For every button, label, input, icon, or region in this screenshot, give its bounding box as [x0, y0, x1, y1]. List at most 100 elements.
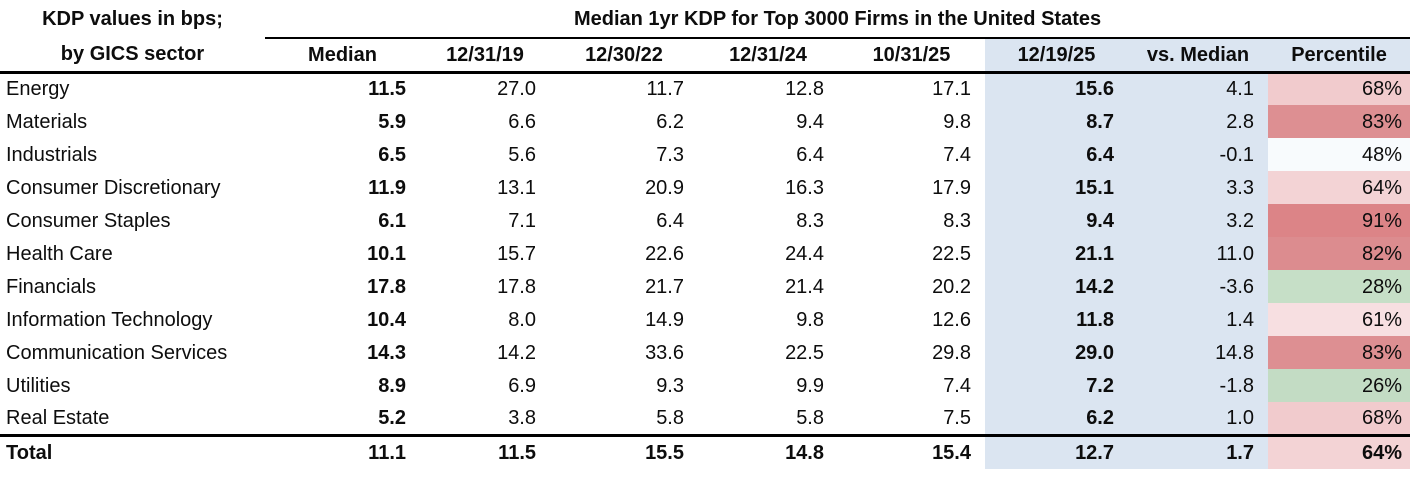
table-row-materials: Materials 5.9 6.6 6.2 9.4 9.8 8.7 2.8 83… — [0, 105, 1411, 138]
corner-label-line2: by GICS sector — [0, 38, 265, 74]
cell-vs-median: -1.8 — [1128, 369, 1268, 402]
cell-median: 14.3 — [367, 341, 406, 364]
col-header-123124: 12/31/24 — [698, 38, 838, 74]
cell-vs-median: 3.2 — [1128, 204, 1268, 237]
col-header-median: Median — [265, 38, 420, 74]
cell-sector: Health Care — [6, 242, 113, 265]
cell-123022: 9.3 — [656, 374, 684, 397]
cell-121925: 6.4 — [985, 138, 1128, 171]
table-row-consumer-discretionary: Consumer Discretionary 11.9 13.1 20.9 16… — [0, 171, 1411, 204]
cell-percentile: 64% — [1268, 433, 1411, 469]
cell-sector: Communication Services — [6, 341, 228, 364]
cell-123022: 15.5 — [550, 433, 698, 469]
cell-121925: 7.2 — [985, 369, 1128, 402]
cell-121925: 29.0 — [985, 336, 1128, 369]
cell-vs-median: -0.1 — [1128, 138, 1268, 171]
cell-121925: 15.6 — [985, 72, 1128, 105]
cell-123124: 16.3 — [785, 176, 824, 199]
cell-median: 17.8 — [367, 275, 406, 298]
cell-vs-median: 4.1 — [1128, 72, 1268, 105]
cell-median: 11.1 — [265, 433, 420, 469]
cell-median: 5.9 — [378, 110, 406, 133]
cell-vs-median: 14.8 — [1128, 336, 1268, 369]
cell-percentile: 48% — [1268, 138, 1411, 171]
cell-median: 8.9 — [378, 374, 406, 397]
cell-123119: 13.1 — [497, 176, 536, 199]
cell-sector: Utilities — [6, 374, 71, 397]
col-header-103125: 10/31/25 — [838, 38, 985, 74]
table-row-consumer-staples: Consumer Staples 6.1 7.1 6.4 8.3 8.3 9.4… — [0, 204, 1411, 237]
cell-123022: 11.7 — [646, 78, 684, 101]
cell-percentile: 83% — [1268, 336, 1411, 369]
cell-103125: 22.5 — [932, 242, 971, 265]
column-header-row: by GICS sector Median 12/31/19 12/30/22 … — [0, 38, 1411, 74]
cell-121925: 14.2 — [985, 270, 1128, 303]
cell-vs-median: 1.4 — [1128, 303, 1268, 336]
cell-123119: 14.2 — [497, 341, 536, 364]
cell-103125: 15.4 — [838, 433, 985, 469]
table-row-health-care: Health Care 10.1 15.7 22.6 24.4 22.5 21.… — [0, 237, 1411, 270]
cell-sector: Information Technology — [6, 308, 213, 331]
cell-123124: 6.4 — [796, 143, 824, 166]
cell-123022: 5.8 — [656, 406, 684, 429]
cell-103125: 29.8 — [932, 341, 971, 364]
kdp-sector-table: KDP values in bps; Median 1yr KDP for To… — [0, 0, 1411, 469]
table-title: Median 1yr KDP for Top 3000 Firms in the… — [265, 0, 1411, 39]
cell-103125: 17.1 — [932, 78, 971, 101]
cell-123119: 15.7 — [497, 242, 536, 265]
cell-121925: 12.7 — [985, 433, 1128, 469]
cell-123022: 6.4 — [656, 209, 684, 232]
cell-123124: 8.3 — [796, 209, 824, 232]
table-row-utilities: Utilities 8.9 6.9 9.3 9.9 7.4 7.2 -1.8 2… — [0, 369, 1411, 402]
cell-sector: Consumer Staples — [6, 209, 171, 232]
cell-121925: 6.2 — [985, 402, 1128, 435]
table-row-energy: Energy 11.5 27.0 11.7 12.8 17.1 15.6 4.1… — [0, 72, 1411, 105]
cell-percentile: 28% — [1268, 270, 1411, 303]
cell-median: 11.5 — [368, 78, 406, 101]
cell-103125: 7.4 — [943, 143, 971, 166]
cell-sector: Real Estate — [6, 406, 110, 429]
cell-percentile: 83% — [1268, 105, 1411, 138]
cell-123124: 9.4 — [796, 110, 824, 133]
corner-label-line1: KDP values in bps; — [42, 8, 223, 30]
cell-123124: 14.8 — [698, 433, 838, 469]
cell-vs-median: 2.8 — [1128, 105, 1268, 138]
title-row: KDP values in bps; Median 1yr KDP for To… — [0, 0, 1411, 39]
cell-123022: 14.9 — [645, 308, 684, 331]
cell-123124: 9.9 — [796, 374, 824, 397]
cell-123119: 27.0 — [497, 78, 536, 101]
col-header-121925: 12/19/25 — [985, 38, 1128, 74]
cell-103125: 8.3 — [943, 209, 971, 232]
cell-103125: 7.5 — [943, 406, 971, 429]
cell-123119: 17.8 — [497, 275, 536, 298]
col-header-percentile: Percentile — [1268, 38, 1411, 74]
cell-121925: 11.8 — [985, 303, 1128, 336]
cell-103125: 9.8 — [943, 110, 971, 133]
col-header-123119: 12/31/19 — [420, 38, 550, 74]
table-row-information-technology: Information Technology 10.4 8.0 14.9 9.8… — [0, 303, 1411, 336]
col-header-vs-median: vs. Median — [1128, 38, 1268, 74]
cell-103125: 17.9 — [932, 176, 971, 199]
cell-median: 11.9 — [368, 176, 406, 199]
cell-123119: 6.9 — [508, 374, 536, 397]
cell-123119: 3.8 — [508, 406, 536, 429]
cell-123119: 8.0 — [508, 308, 536, 331]
cell-median: 10.1 — [367, 242, 406, 265]
cell-103125: 20.2 — [932, 275, 971, 298]
cell-vs-median: 1.7 — [1128, 433, 1268, 469]
cell-percentile: 61% — [1268, 303, 1411, 336]
cell-percentile: 68% — [1268, 402, 1411, 435]
cell-median: 10.4 — [367, 308, 406, 331]
cell-sector: Industrials — [6, 143, 98, 166]
cell-123022: 22.6 — [645, 242, 684, 265]
cell-123022: 21.7 — [645, 275, 684, 298]
cell-sector: Total — [0, 433, 265, 469]
cell-median: 6.5 — [378, 143, 406, 166]
cell-sector: Materials — [6, 110, 88, 133]
cell-123124: 24.4 — [785, 242, 824, 265]
cell-vs-median: 11.0 — [1128, 237, 1268, 270]
cell-123022: 20.9 — [645, 176, 684, 199]
cell-123124: 21.4 — [785, 275, 824, 298]
cell-sector: Financials — [6, 275, 97, 298]
cell-123022: 7.3 — [656, 143, 684, 166]
